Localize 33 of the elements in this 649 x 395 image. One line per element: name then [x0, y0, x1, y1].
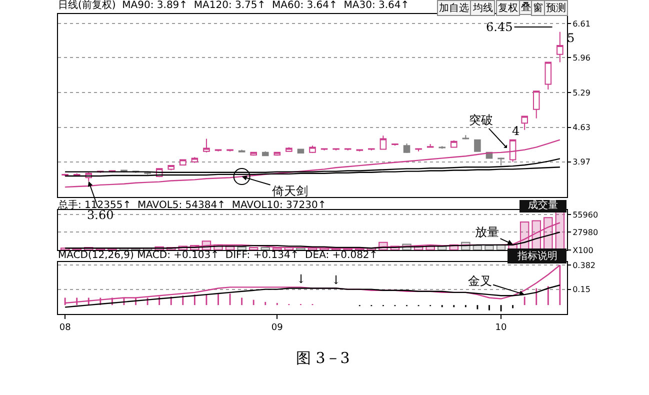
annotation: 金叉: [468, 274, 492, 288]
x-tick-label: 10: [495, 322, 508, 333]
annotation: 均线: [472, 2, 493, 14]
y-tick-label: 0.15: [572, 285, 590, 294]
chart-title: 日线(前复权) MA90: 3.89↑ MA120: 3.75↑ MA60: 3.64↑ MA30: 3.64↑: [58, 0, 410, 11]
y-tick-label: 6.61: [572, 19, 590, 28]
y-tick-label: 27980: [572, 228, 598, 238]
annotation: 3.60: [87, 208, 114, 222]
y-tick-label: 55960: [572, 210, 598, 220]
annotation: 5: [567, 31, 575, 45]
y-tick-label: 5.96: [572, 53, 590, 62]
annotation: 复权: [498, 2, 518, 14]
annotation: 放量: [475, 225, 499, 239]
annotation: 窗: [533, 2, 543, 14]
y-tick-label: 4.63: [572, 123, 590, 132]
text: 叠: [521, 2, 531, 13]
annotation: 加自选: [439, 2, 469, 14]
annotation: ↓: [296, 272, 306, 286]
annotation: 倚天剑: [272, 184, 308, 198]
y-tick-label: 3.97: [572, 158, 590, 167]
y-tick-label: X100: [572, 246, 594, 255]
annotation: 突破: [469, 113, 493, 127]
annotation: 预测: [546, 2, 566, 14]
annotation: 4: [512, 124, 520, 138]
x-tick-label: 09: [271, 322, 284, 333]
annotation: 指标说明: [516, 250, 558, 262]
chart-title: MACD(12,26,9) MACD: +0.103↑ DIFF: +0.134↑ DEA: +0.082↑: [58, 250, 378, 261]
x-tick-label: 08: [59, 322, 72, 333]
annotation: ↓: [331, 273, 342, 287]
caption: 图 3－3: [296, 349, 350, 367]
annotation: 6.45: [486, 20, 513, 34]
y-tick-label: 5.29: [572, 88, 590, 98]
y-tick-label: 0.382: [572, 260, 596, 270]
